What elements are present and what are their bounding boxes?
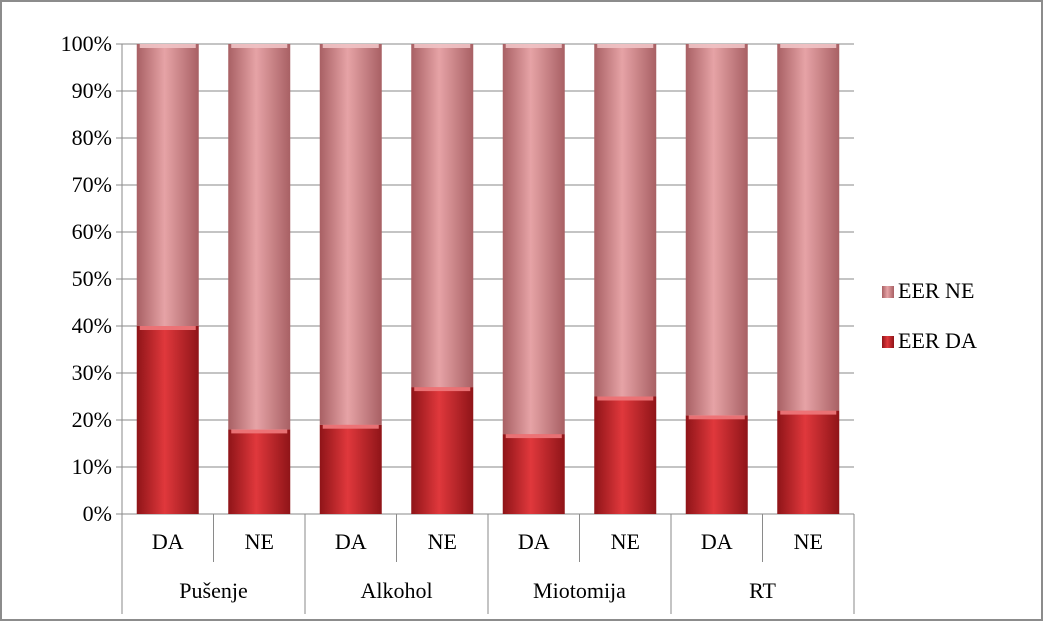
y-tick-label: 30% xyxy=(72,360,112,385)
bar-segment-highlight xyxy=(505,434,562,439)
x-category-label: DA xyxy=(701,529,733,554)
bar-segment-eer-da xyxy=(685,415,748,514)
x-category-label: DA xyxy=(518,529,550,554)
legend: EER NE EER DA xyxy=(882,278,977,353)
y-tick-label: 80% xyxy=(72,125,112,150)
bar-segment-highlight xyxy=(414,387,471,392)
bar-segment-highlight xyxy=(688,44,745,48)
y-tick-label: 50% xyxy=(72,266,112,291)
bar-segment-eer-ne xyxy=(685,44,748,416)
x-group-label: Pušenje xyxy=(179,578,247,603)
x-category-label: DA xyxy=(335,529,367,554)
bar-segment-highlight xyxy=(231,44,288,48)
bar-segment-eer-da xyxy=(411,387,474,514)
x-category-label: NE xyxy=(428,529,457,554)
legend-label: EER DA xyxy=(898,328,977,353)
y-tick-label: 40% xyxy=(72,313,112,338)
bar-segment-eer-da xyxy=(777,410,840,514)
legend-label: EER NE xyxy=(898,278,974,303)
bar-segment-eer-da xyxy=(502,434,565,514)
x-group-label: Alkohol xyxy=(360,578,432,603)
x-category-label: DA xyxy=(152,529,184,554)
bar-segment-highlight xyxy=(139,326,196,330)
bar-segment-eer-da xyxy=(136,326,199,514)
legend-swatch-eer-ne xyxy=(882,286,894,298)
bar-segment-highlight xyxy=(780,410,837,415)
bar-segment-highlight xyxy=(597,396,654,401)
bar-segment-eer-ne xyxy=(777,44,840,411)
bar-segment-eer-ne xyxy=(594,44,657,397)
bar-segment-highlight xyxy=(597,44,654,48)
y-tick-label: 10% xyxy=(72,454,112,479)
bar-segment-eer-ne xyxy=(136,44,199,326)
bar-segment-highlight xyxy=(322,424,379,429)
y-tick-label: 20% xyxy=(72,407,112,432)
x-group-label: RT xyxy=(749,578,776,603)
y-tick-label: 100% xyxy=(61,31,112,56)
bar-segment-highlight xyxy=(414,44,471,48)
x-category-label: NE xyxy=(794,529,823,554)
bar-segment-eer-ne xyxy=(319,44,382,425)
bar-segment-highlight xyxy=(688,415,745,420)
y-tick-label: 90% xyxy=(72,78,112,103)
x-category-label: NE xyxy=(611,529,640,554)
bar-segment-eer-da xyxy=(228,429,291,514)
bar-segment-highlight xyxy=(139,44,196,48)
bar-segment-highlight xyxy=(231,429,288,434)
bar-segment-eer-ne xyxy=(228,44,291,430)
bar-segment-eer-da xyxy=(319,424,382,514)
y-tick-label: 60% xyxy=(72,219,112,244)
x-group-label: Miotomija xyxy=(533,578,626,603)
bar-segment-highlight xyxy=(780,44,837,48)
y-tick-label: 70% xyxy=(72,172,112,197)
legend-swatch-eer-da xyxy=(882,336,894,348)
axes xyxy=(116,43,855,614)
bars xyxy=(136,44,840,514)
bar-segment-eer-ne xyxy=(411,44,474,388)
y-tick-label: 0% xyxy=(83,501,112,526)
bar-segment-eer-ne xyxy=(502,44,565,435)
bar-segment-highlight xyxy=(322,44,379,48)
x-category-label: NE xyxy=(245,529,274,554)
axis-labels: 0% 10% 20% 30% 40% 50% 60% 70% 80% 90% 100% DA NE DA N… xyxy=(61,31,823,603)
bar-segment-eer-da xyxy=(594,396,657,514)
bar-segment-highlight xyxy=(505,44,562,48)
